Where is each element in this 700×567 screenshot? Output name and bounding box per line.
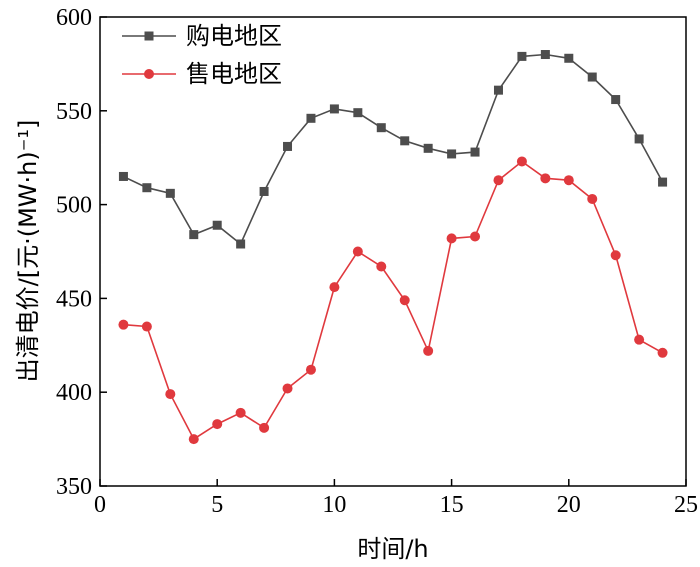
data-point: [282, 383, 293, 394]
data-point: [235, 407, 246, 418]
data-point: [189, 230, 199, 240]
series-2: [118, 156, 668, 445]
data-point: [587, 72, 597, 82]
y-axis-label: 出清电价/[元·(MW·h)⁻¹]: [14, 120, 42, 383]
y-tick-label: 550: [56, 99, 92, 125]
data-point: [283, 141, 293, 151]
data-point: [329, 104, 339, 114]
y-tick-label: 400: [56, 380, 92, 406]
data-point: [259, 186, 269, 196]
x-tick-label: 25: [674, 492, 698, 518]
data-point: [259, 422, 270, 433]
x-tick-label: 10: [322, 492, 346, 518]
x-tick-label: 5: [211, 492, 223, 518]
data-point: [165, 188, 175, 198]
legend-item: 购电地区: [122, 22, 282, 50]
data-point: [423, 345, 434, 356]
x-axis-label: 时间/h: [357, 535, 428, 563]
data-point: [236, 239, 246, 249]
data-point: [118, 171, 128, 181]
data-point: [212, 419, 223, 430]
axes: 0 5 10 15 20 25 350 400 450 500 550 600: [56, 5, 698, 518]
data-point: [611, 95, 621, 105]
data-point: [165, 389, 176, 400]
data-point: [447, 149, 457, 159]
x-tick-label: 20: [557, 492, 581, 518]
data-point: [470, 231, 481, 242]
data-point: [212, 220, 222, 230]
data-point: [446, 233, 457, 244]
y-tick-label: 350: [56, 474, 92, 500]
data-point: [353, 108, 363, 118]
x-tick-label: 0: [94, 492, 106, 518]
x-tick-label: 15: [440, 492, 464, 518]
data-point: [564, 53, 574, 63]
data-point: [587, 193, 598, 204]
data-point: [142, 183, 152, 193]
y-tick-label: 600: [56, 5, 92, 31]
series-layer: [118, 50, 668, 445]
data-point: [376, 261, 387, 272]
legend-label: 购电地区: [186, 22, 282, 50]
data-point: [376, 123, 386, 133]
data-point: [634, 134, 644, 144]
data-point: [423, 143, 433, 153]
series-1: [118, 50, 668, 249]
data-point: [400, 136, 410, 146]
data-point: [610, 250, 621, 261]
data-point: [517, 51, 527, 61]
data-point: [493, 175, 504, 186]
data-point: [306, 113, 316, 123]
data-point: [540, 50, 550, 60]
data-point: [657, 347, 668, 358]
data-point: [634, 334, 645, 345]
data-point: [516, 156, 527, 167]
data-point: [305, 364, 316, 375]
y-tick-label: 500: [56, 193, 92, 219]
data-point: [470, 147, 480, 157]
legend-item: 售电地区: [122, 60, 282, 88]
data-point: [658, 177, 668, 187]
data-point: [329, 282, 340, 293]
data-point: [141, 321, 152, 332]
data-point: [399, 295, 410, 306]
series-line: [123, 160, 663, 441]
plot-frame: [99, 16, 687, 487]
legend-marker: [144, 31, 154, 41]
data-point: [563, 175, 574, 186]
legend-marker: [144, 69, 154, 79]
data-point: [493, 85, 503, 95]
legend-label: 售电地区: [186, 60, 282, 88]
y-tick-label: 450: [56, 286, 92, 312]
data-point: [118, 319, 129, 330]
data-point: [352, 246, 363, 257]
data-point: [540, 173, 551, 184]
data-point: [188, 434, 199, 445]
